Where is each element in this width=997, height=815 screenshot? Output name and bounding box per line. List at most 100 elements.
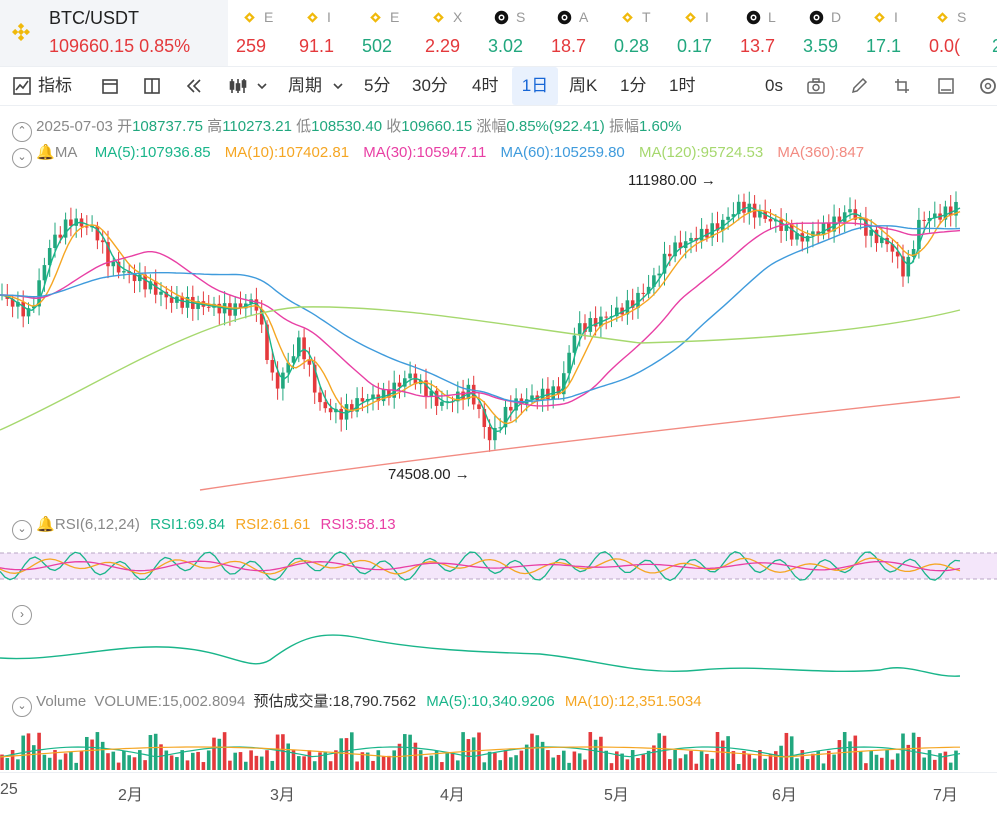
period-chevron-icon[interactable] [328, 76, 348, 96]
open-label: 开 [117, 118, 133, 135]
ticker-item[interactable]: S 0.0( [929, 0, 987, 66]
period-1h[interactable]: 1时 [669, 76, 696, 95]
bnb-icon [370, 12, 381, 23]
indicator-icon[interactable] [12, 76, 32, 96]
volume-bar [270, 760, 275, 770]
ticker-item[interactable]: I 0.17 [677, 0, 735, 66]
candle-body [540, 388, 545, 401]
volume-bar [562, 750, 566, 770]
candle-body [556, 386, 561, 395]
candle-body [132, 272, 137, 282]
volume-bar [355, 761, 359, 770]
period-4h[interactable]: 4时 [472, 76, 499, 95]
indicators-button[interactable]: 指标 [38, 76, 72, 95]
expand-icon[interactable]: › [12, 605, 32, 625]
collapse-icon[interactable]: ⌃ [12, 122, 32, 142]
volume-legend: ⌄ Volume VOLUME:15,002.8094 预估成交量:18,790… [12, 690, 702, 717]
candle-body [32, 306, 36, 309]
collapse-icon[interactable]: ⌄ [12, 520, 32, 540]
price-chart[interactable] [0, 165, 997, 505]
volume-bar [800, 750, 805, 770]
candle-body [662, 253, 667, 274]
volume-bar [880, 757, 884, 770]
candle-body [583, 323, 587, 332]
ticker-item[interactable]: E 502 [362, 0, 420, 66]
volume-bar [683, 754, 688, 770]
period-1d[interactable]: 1日 [512, 67, 558, 105]
candle-body [281, 372, 285, 389]
calendar-icon[interactable] [100, 76, 120, 96]
volume-bar [609, 763, 614, 770]
low-label: 低 [296, 118, 312, 135]
ticker-item[interactable]: A 18.7 [551, 0, 609, 66]
ma120-value: MA(120):95724.53 [638, 144, 764, 161]
layout-icon[interactable] [142, 76, 162, 96]
volume-bar [169, 755, 174, 770]
candle-type-icon[interactable] [228, 76, 248, 96]
volume-bar [948, 762, 953, 770]
volume-bar [636, 758, 640, 770]
symbol-selector[interactable]: BTC/USDT 109660.15 0.85% [0, 0, 228, 66]
ticker-item[interactable]: S 3.02 [488, 0, 546, 66]
candle-body [604, 316, 608, 318]
candle-body [302, 337, 306, 360]
ticker-item[interactable]: X 2.29 [425, 0, 483, 66]
rsi-chart[interactable] [0, 545, 997, 595]
camera-icon[interactable] [806, 76, 826, 96]
candle-body [111, 261, 116, 267]
change-value: 0.85%(922.41) [506, 118, 605, 135]
period-30m[interactable]: 30分 [412, 76, 448, 95]
period-1m[interactable]: 1分 [620, 76, 647, 95]
ticker-item[interactable]: T 0.28 [614, 0, 672, 66]
ticker-value: 259 [236, 36, 267, 56]
symbol-name: BTC/USDT [49, 8, 139, 28]
ticker-item[interactable]: 2 [992, 0, 997, 66]
volume-bar [673, 750, 677, 770]
candle-body [164, 291, 169, 298]
ticker-name: I [894, 9, 898, 25]
ticker-item[interactable]: E 259 [236, 0, 294, 66]
replay-icon[interactable] [184, 76, 204, 96]
ticker-item[interactable]: I 91.1 [299, 0, 357, 66]
high-value: 110273.21 [222, 118, 292, 135]
candle-body [922, 219, 926, 221]
x-axis-label: 7月 [933, 787, 958, 804]
candle-body [726, 216, 730, 220]
ticker-bar: BTC/USDT 109660.15 0.85% E 259 I 91.1 E 502 X 2… [0, 0, 997, 67]
refresh-interval[interactable]: 0s [765, 76, 783, 95]
period-weekk[interactable]: 周K [569, 76, 598, 95]
volume-bar [811, 753, 815, 770]
volume-bar [864, 763, 868, 770]
ticker-item[interactable]: D 3.59 [803, 0, 861, 66]
bell-icon[interactable]: 🔔 [36, 516, 55, 533]
candle-body [10, 298, 15, 307]
bell-icon[interactable]: 🔔 [36, 144, 55, 161]
ticker-value: 0.28 [614, 36, 650, 56]
volume-bar [445, 751, 449, 770]
candle-body [901, 256, 905, 277]
volume-bar [312, 761, 317, 770]
oscillator-chart[interactable] [0, 620, 997, 680]
volume-chart[interactable] [0, 715, 997, 770]
pencil-icon[interactable] [849, 76, 869, 96]
chart-settings-icon[interactable] [936, 76, 956, 96]
volume-bar [768, 753, 773, 770]
ma360-value: MA(360):847 [777, 144, 865, 161]
ticker-name: E [264, 9, 274, 25]
collapse-icon[interactable]: ⌄ [12, 697, 32, 717]
volume-bar [837, 740, 842, 770]
period-5m[interactable]: 5分 [364, 76, 391, 95]
ticker-item[interactable]: I 17.1 [866, 0, 924, 66]
crop-icon[interactable] [892, 76, 912, 96]
candle-body [307, 359, 312, 365]
gear-icon[interactable] [978, 76, 997, 96]
volume-bar [599, 736, 603, 770]
ticker-item[interactable]: L 13.7 [740, 0, 798, 66]
bnb-icon [433, 12, 444, 23]
candle-body [509, 406, 513, 411]
period-dropdown[interactable]: 周期 [288, 76, 322, 95]
volume-bar [805, 759, 810, 770]
chevron-down-icon[interactable] [252, 76, 272, 96]
volume-bar [498, 760, 502, 770]
volume-bar [180, 750, 184, 770]
